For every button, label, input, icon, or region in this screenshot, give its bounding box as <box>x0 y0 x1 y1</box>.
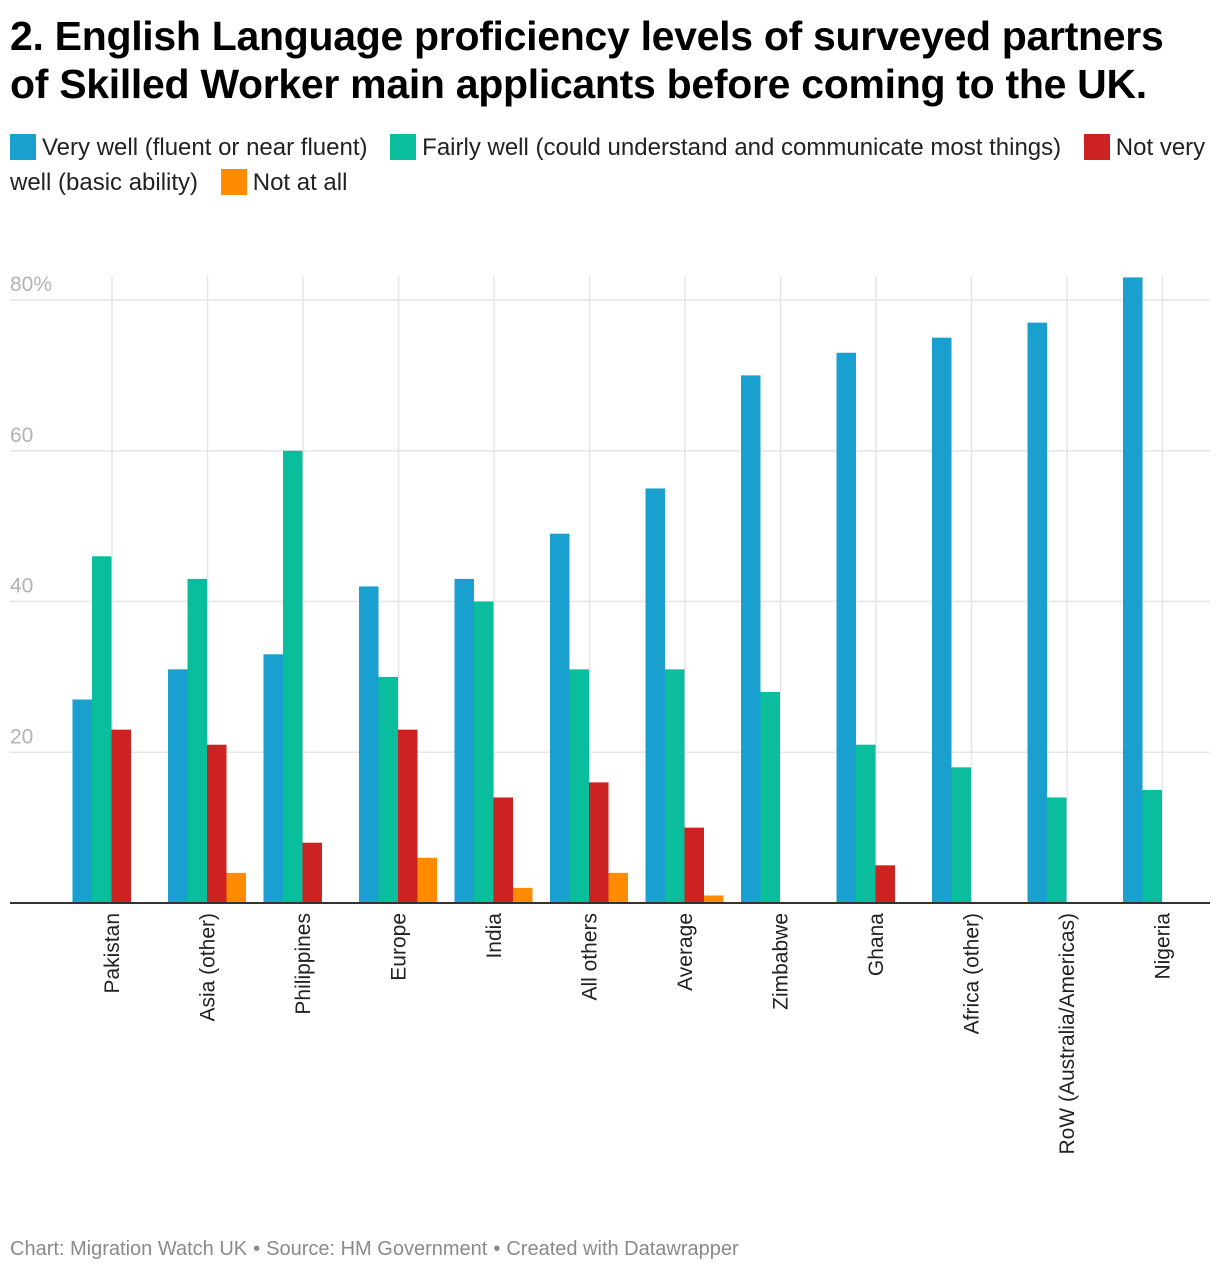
legend-label-fairly-well: Fairly well (could understand and commun… <box>422 134 1062 161</box>
legend-item-not-at-all: Not at all <box>220 169 348 196</box>
bar <box>168 669 188 903</box>
legend-item-fairly-well: Fairly well (could understand and commun… <box>390 134 1061 161</box>
x-category-label: Pakistan <box>101 913 124 994</box>
x-category-label: Europe <box>388 913 411 981</box>
bar <box>72 699 92 903</box>
bar <box>951 767 971 903</box>
bar <box>302 842 322 903</box>
footer-chart-credit: Chart: Migration Watch UK <box>10 1238 248 1260</box>
bar <box>836 352 856 903</box>
y-tick-label: 20 <box>10 725 33 748</box>
bar <box>417 857 437 903</box>
y-axis-tick-labels: 20 40 60 80% <box>10 273 52 748</box>
bar <box>1047 797 1067 903</box>
x-category-label: Asia (other) <box>197 913 220 1022</box>
bar <box>741 375 761 903</box>
legend-label-not-very-well: Not very well (basic ability) <box>10 134 1206 196</box>
legend-label-not-at-all: Not at all <box>252 169 348 196</box>
bar <box>589 782 609 903</box>
legend-swatch-not-at-all <box>220 169 247 195</box>
x-category-label: India <box>483 913 506 959</box>
bar <box>283 450 303 903</box>
legend-swatch-very-well <box>10 134 36 160</box>
bar <box>187 578 207 903</box>
bars <box>72 277 1162 903</box>
footer-created-with: Created with Datawrapper <box>506 1238 739 1260</box>
y-tick-label: 60 <box>10 424 33 447</box>
bar <box>665 669 685 903</box>
bar <box>207 744 227 903</box>
x-category-label: Philippines <box>292 913 315 1015</box>
legend-label-very-well: Very well (fluent or near fluent) <box>42 134 368 161</box>
bar <box>493 797 513 903</box>
bar <box>263 654 283 903</box>
footer-separator: • <box>253 1238 261 1260</box>
bar <box>608 872 628 903</box>
bar <box>550 533 570 903</box>
x-category-label: Africa (other) <box>961 913 984 1034</box>
y-tick-label: 40 <box>10 575 33 598</box>
bar <box>92 556 112 903</box>
legend-swatch-not-very-well <box>1083 134 1110 160</box>
legend-item-not-very-well: Not very well (basic ability) <box>10 134 1205 196</box>
bar <box>1123 277 1143 903</box>
footer-source: Source: HM Government <box>266 1238 488 1260</box>
chart-title: 2. English Language proficiency levels o… <box>10 13 1164 107</box>
y-tick-label: 80% <box>10 273 52 296</box>
x-category-label: Ghana <box>865 913 888 976</box>
bar <box>111 729 131 903</box>
bar <box>684 827 704 903</box>
footer: Chart: Migration Watch UK • Source: HM Gov… <box>10 1238 739 1261</box>
bar <box>513 887 533 903</box>
bar-chart: 20 40 60 80% Pakistan Asia (other) Philippine… <box>10 273 1210 1155</box>
legend-swatch-fairly-well <box>390 134 417 160</box>
bar <box>454 578 474 903</box>
legend: Very well (fluent or near fluent) Fairly… <box>10 130 1210 200</box>
x-axis-category-labels: Pakistan Asia (other) Philippines Europe Ind… <box>101 913 1175 1155</box>
bar <box>645 488 665 903</box>
footer-separator: • <box>493 1238 501 1260</box>
bar <box>398 729 418 903</box>
bar <box>1027 322 1047 903</box>
bar <box>1142 789 1162 903</box>
x-category-label: Zimbabwe <box>770 913 793 1010</box>
bar <box>760 691 780 903</box>
bar <box>932 337 952 903</box>
x-category-label: Average <box>674 913 697 991</box>
x-category-label: All others <box>579 913 602 1001</box>
bar <box>856 744 876 903</box>
bar <box>569 669 589 903</box>
bar <box>378 676 398 903</box>
bar <box>474 601 494 903</box>
legend-item-very-well: Very well (fluent or near fluent) <box>10 134 368 161</box>
bar <box>875 865 895 903</box>
bar <box>359 586 379 903</box>
bar <box>704 895 724 903</box>
bar <box>226 872 246 903</box>
x-category-label: Nigeria <box>1152 913 1175 980</box>
x-category-label: RoW (Australia/Americas) <box>1056 913 1079 1155</box>
